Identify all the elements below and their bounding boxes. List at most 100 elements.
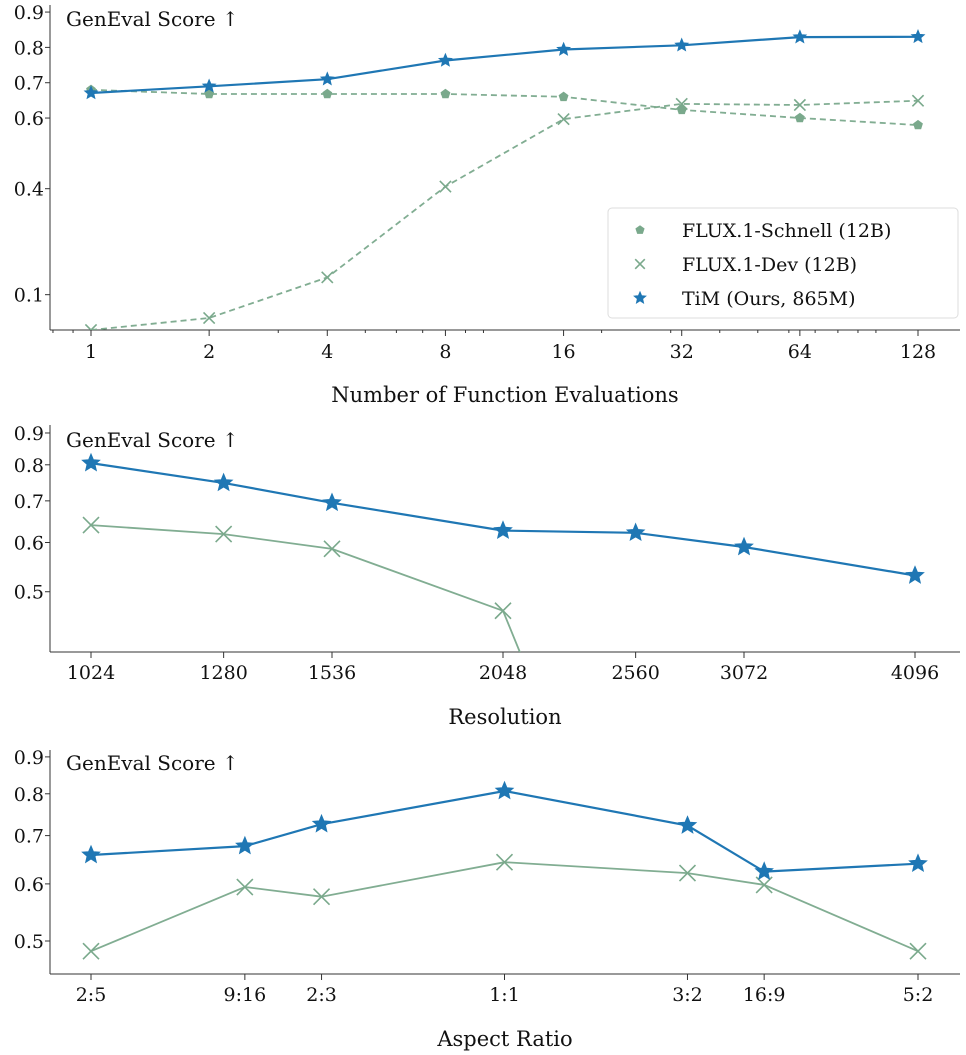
- x-tick-label: 16:9: [743, 984, 786, 1006]
- data-point-pentagon: [322, 88, 333, 99]
- x-tick-label: 1280: [199, 662, 247, 684]
- legend-marker-star: [633, 290, 647, 304]
- y-tick-label: 0.6: [14, 874, 44, 896]
- x-tick-label: 8: [439, 341, 451, 363]
- data-point-x: [678, 864, 697, 882]
- legend-item: FLUX.1-Schnell (12B): [635, 220, 891, 242]
- data-point-star: [81, 452, 101, 472]
- y-axis-title: GenEval Score ↑: [66, 7, 239, 31]
- chart-panel-2: 0.5 0.6 0.7 0.8 0.9 1024 1280 1536 2048 2560 3072 4…: [14, 423, 960, 729]
- y-tick-label: 0.9: [14, 2, 44, 24]
- data-point-star: [235, 835, 255, 855]
- data-point-star: [494, 780, 515, 800]
- data-point-x: [755, 876, 773, 894]
- series-flux-1-dev: [82, 853, 927, 960]
- data-point-x: [236, 878, 254, 896]
- y-axis-title: GenEval Score ↑: [66, 751, 239, 775]
- x-tick-label: 2:5: [76, 984, 107, 1006]
- x-axis-label: Resolution: [448, 705, 561, 729]
- data-point-x: [82, 942, 100, 960]
- x-tick-label: 9:16: [224, 984, 267, 1006]
- y-tick-label: 0.4: [14, 179, 44, 201]
- data-point-x: [793, 98, 807, 112]
- series-tim: [83, 28, 926, 100]
- x-axis-label: Aspect Ratio: [436, 1027, 572, 1051]
- x-tick-label: 2: [203, 341, 215, 363]
- y-tick-label: 0.5: [14, 582, 44, 604]
- data-point-x: [84, 323, 98, 330]
- x-tick-label: 1:1: [489, 984, 520, 1006]
- y-tick-label: 0.5: [14, 931, 44, 953]
- data-point-star: [792, 29, 808, 44]
- data-point-star: [677, 815, 698, 834]
- data-point-star: [213, 472, 234, 492]
- legend: FLUX.1-Schnell (12B) FLUX.1-Dev (12B) TiM …: [607, 207, 959, 319]
- data-point-star: [201, 78, 217, 93]
- series-tim: [81, 452, 925, 584]
- y-tick-label: 0.6: [14, 532, 44, 554]
- data-point-pentagon: [794, 112, 805, 123]
- x-tick-label: 16: [551, 341, 575, 363]
- x-tick-label: 1536: [308, 662, 356, 684]
- data-point-pentagon: [913, 119, 923, 130]
- series-flux-1-dev: [84, 94, 925, 330]
- data-point-x: [557, 112, 570, 126]
- data-point-x: [323, 540, 341, 558]
- data-point-pentagon: [676, 104, 687, 115]
- y-tick-label: 0.9: [14, 423, 44, 445]
- data-point-star: [311, 813, 332, 833]
- x-tick-label: 64: [788, 341, 812, 363]
- data-point-x: [439, 180, 452, 193]
- data-point-star: [754, 861, 774, 880]
- legend-item: TiM (Ours, 865M): [633, 288, 856, 310]
- data-point-star: [674, 37, 690, 52]
- y-tick-label: 0.8: [14, 37, 44, 59]
- x-tick-label: 128: [900, 341, 936, 363]
- y-tick-label: 0.9: [14, 747, 44, 769]
- data-point-star: [905, 565, 925, 584]
- x-tick-label: 32: [670, 341, 694, 363]
- data-point-star: [493, 520, 513, 539]
- x-tick-label: 2048: [479, 662, 527, 684]
- x-tick-label: 1024: [67, 662, 115, 684]
- y-tick-label: 0.7: [14, 826, 44, 848]
- data-point-x: [312, 888, 331, 906]
- x-tick-label: 3072: [720, 662, 768, 684]
- data-point-star: [625, 522, 646, 542]
- series-line: [90, 88, 919, 126]
- x-tick-label: 2:3: [306, 984, 337, 1006]
- legend-item: FLUX.1-Dev (12B): [634, 254, 857, 276]
- data-point-pentagon: [558, 91, 569, 102]
- data-point-star: [910, 28, 926, 44]
- series-line: [90, 35, 919, 95]
- x-tick-label: 5:2: [903, 984, 934, 1006]
- series-flux-1-dev: [82, 516, 521, 652]
- data-point-x: [82, 516, 100, 534]
- y-tick-label: 0.8: [14, 455, 44, 477]
- data-point-x: [215, 525, 233, 543]
- legend-box: [607, 207, 959, 319]
- legend-marker-pentagon: [635, 225, 645, 234]
- data-point-star: [83, 85, 99, 100]
- data-point-x: [909, 942, 927, 960]
- x-tick-label: 2560: [611, 662, 659, 684]
- data-point-x: [675, 97, 688, 111]
- x-tick-label: 4096: [891, 662, 939, 684]
- chart-panel-3: 0.5 0.6 0.7 0.8 0.9 2:5 9:16 2:3 1:1 3:2 16:9 5:2 As…: [14, 747, 960, 1051]
- data-point-star: [322, 492, 342, 512]
- legend-label: FLUX.1-Dev (12B): [682, 254, 857, 276]
- data-point-star: [734, 536, 754, 556]
- data-point-x: [494, 602, 512, 620]
- x-tick-label: 3:2: [672, 984, 703, 1006]
- y-tick-label: 0.7: [14, 73, 44, 95]
- data-point-x: [911, 94, 925, 107]
- series-line: [90, 861, 919, 953]
- x-axis-label: Number of Function Evaluations: [331, 383, 678, 407]
- x-tick-label: 4: [321, 341, 333, 363]
- legend-label: FLUX.1-Schnell (12B): [682, 220, 891, 242]
- data-point-x: [202, 311, 216, 325]
- y-tick-label: 0.8: [14, 784, 44, 806]
- data-point-pentagon: [440, 88, 451, 99]
- data-point-star: [437, 52, 453, 67]
